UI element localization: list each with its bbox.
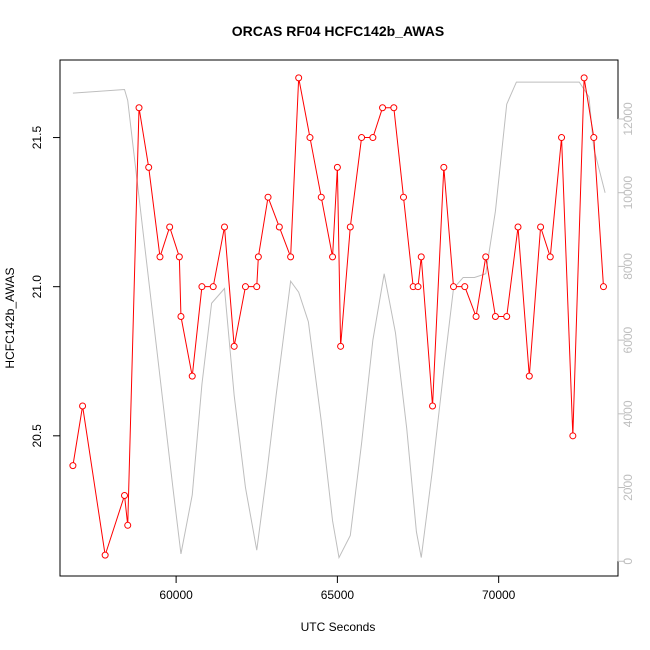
data-point xyxy=(230,342,238,350)
y2-tick-label: 4000 xyxy=(621,400,635,427)
y-tick-label: 20.5 xyxy=(30,424,44,448)
data-point xyxy=(101,551,109,559)
data-point xyxy=(220,223,228,231)
series-layer xyxy=(69,74,607,560)
x-axis-label: UTC Seconds xyxy=(301,620,376,634)
x-tick-label: 70000 xyxy=(482,588,516,602)
data-point xyxy=(329,253,337,261)
y2-tick-label: 12000 xyxy=(621,102,635,136)
data-point xyxy=(580,74,588,82)
data-point xyxy=(337,342,345,350)
y-tick-label: 21.0 xyxy=(30,275,44,299)
data-point xyxy=(124,521,132,529)
data-point xyxy=(175,253,183,261)
data-point xyxy=(156,253,164,261)
data-point xyxy=(369,134,377,142)
data-point xyxy=(514,223,522,231)
data-point xyxy=(254,253,262,261)
data-point xyxy=(379,104,387,112)
data-point xyxy=(400,193,408,201)
data-point xyxy=(537,223,545,231)
data-point xyxy=(264,193,272,201)
data-point xyxy=(275,223,283,231)
data-point xyxy=(79,402,87,410)
data-point xyxy=(166,223,174,231)
y-axis: 20.5 21.0 21.5 xyxy=(30,126,61,448)
data-point xyxy=(358,134,366,142)
data-point xyxy=(121,491,129,499)
y2-tick-label: 2000 xyxy=(621,474,635,501)
data-point xyxy=(590,134,598,142)
data-point xyxy=(333,163,341,171)
data-point xyxy=(198,283,206,291)
x-tick-label: 65000 xyxy=(321,588,355,602)
data-point xyxy=(390,104,398,112)
data-point xyxy=(429,402,437,410)
data-point xyxy=(177,313,185,321)
data-point xyxy=(145,163,153,171)
data-point xyxy=(209,283,217,291)
x-tick-label: 60000 xyxy=(159,588,193,602)
data-point xyxy=(472,313,480,321)
y2-tick-label: 8000 xyxy=(621,253,635,280)
data-point xyxy=(546,253,554,261)
data-point xyxy=(440,163,448,171)
secondary-series-line xyxy=(72,81,606,560)
data-point xyxy=(414,283,422,291)
data-point xyxy=(306,134,314,142)
data-point xyxy=(503,313,511,321)
data-point xyxy=(241,283,249,291)
data-point xyxy=(317,193,325,201)
data-point xyxy=(461,283,469,291)
secondary-y-axis: 0 2000 4000 6000 8000 10000 12000 xyxy=(617,102,635,565)
data-point xyxy=(188,372,196,380)
data-point xyxy=(482,253,490,261)
x-axis: 60000 65000 70000 xyxy=(159,575,516,602)
data-point xyxy=(135,104,143,112)
y2-tick-label: 10000 xyxy=(621,176,635,210)
y-axis-label: HCFC142b_AWAS xyxy=(3,267,17,368)
data-point xyxy=(346,223,354,231)
data-point xyxy=(253,283,261,291)
data-point xyxy=(450,283,458,291)
y2-tick-label: 6000 xyxy=(621,326,635,353)
data-point xyxy=(569,432,577,440)
data-point xyxy=(295,74,303,82)
data-point xyxy=(491,313,499,321)
y-tick-label: 21.5 xyxy=(30,126,44,150)
data-point xyxy=(525,372,533,380)
y2-tick-label: 0 xyxy=(621,558,635,565)
data-point xyxy=(599,283,607,291)
chart-title: ORCAS RF04 HCFC142b_AWAS xyxy=(232,23,444,39)
data-point xyxy=(287,253,295,261)
data-point xyxy=(69,462,77,470)
data-point xyxy=(417,253,425,261)
data-point xyxy=(558,134,566,142)
primary-series-line xyxy=(72,77,604,556)
